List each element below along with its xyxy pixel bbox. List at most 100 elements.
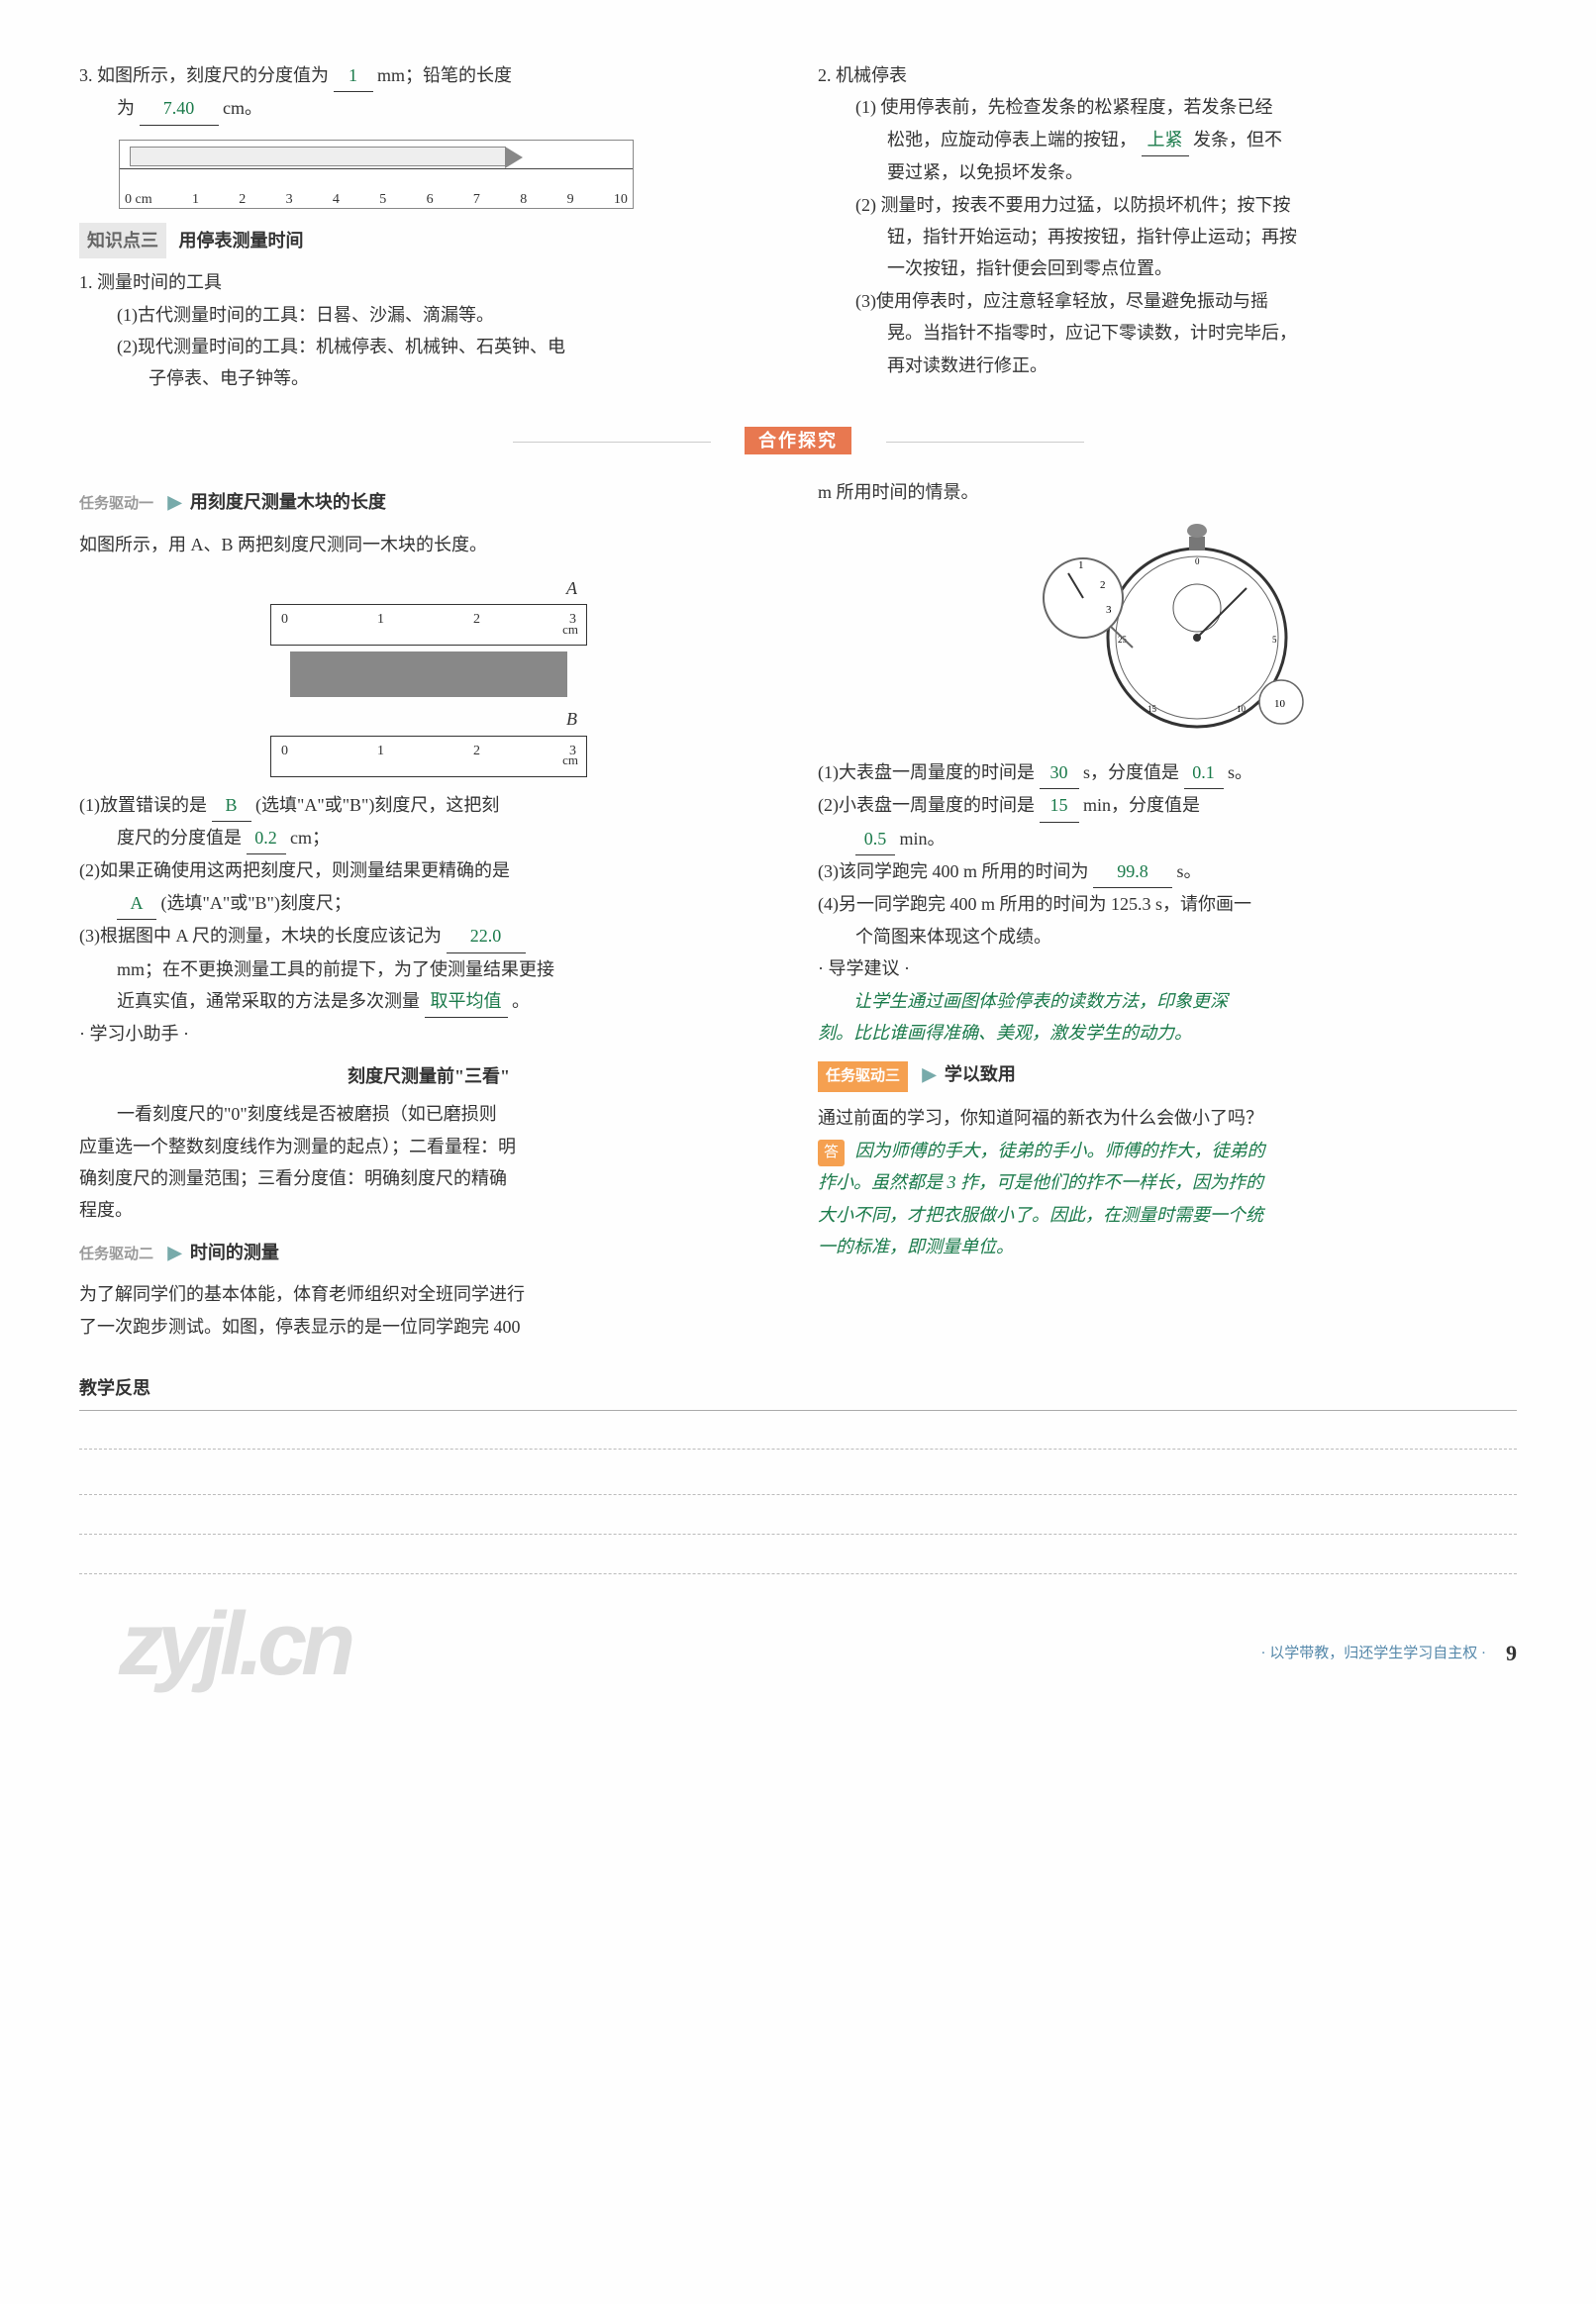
t1q1c: 度尺的分度值是: [117, 828, 242, 848]
q3-text-b: 为: [117, 98, 135, 118]
t2-a2b: 0.5: [855, 823, 895, 855]
ra-n: 0: [281, 607, 288, 632]
t2-q3: (3)该同学跑完 400 m 所用的时间为 99.8 s。: [818, 855, 1517, 888]
q3-answer-2: 7.40: [140, 92, 219, 125]
t2-p3: m 所用时间的情景。: [818, 476, 1517, 508]
t2q2c: min。: [900, 829, 946, 849]
kp3-l1b2: 子停表、电子钟等。: [79, 362, 778, 394]
arrow-icon: ▶: [168, 1243, 182, 1262]
t2q1a: (1)大表盘一周量度的时间是: [818, 762, 1035, 782]
q3-unit-2: cm。: [223, 98, 262, 118]
t1q1d: cm；: [290, 828, 330, 848]
svg-text:10: 10: [1237, 704, 1247, 714]
kp3-l1a: (1)古代测量时间的工具：日晷、沙漏、滴漏等。: [79, 299, 778, 331]
rb-n: 2: [473, 739, 480, 763]
t1q1a: (1)放置错误的是: [79, 795, 207, 815]
task3-title: 学以致用: [945, 1064, 1016, 1084]
task3-label: 任务驱动三: [818, 1061, 908, 1092]
t2-p2: 了一次跑步测试。如图，停表显示的是一位同学跑完 400: [79, 1311, 778, 1343]
helper-p2: 应重选一个整数刻度线作为测量的起点）；二看量程：明: [79, 1131, 778, 1162]
ruler-num: 1: [192, 187, 199, 226]
kp3-title: 用停表测量时间: [179, 231, 304, 250]
t1-q2b-line: A (选填"A"或"B")刻度尺；: [79, 887, 778, 920]
t2q2b: min，分度值是: [1083, 795, 1200, 815]
t1q3c: 近真实值，通常采取的方法是多次测量: [117, 991, 420, 1011]
ruler-b-label: B: [270, 703, 587, 735]
helper-p4: 程度。: [79, 1194, 778, 1226]
reflection-line: [79, 1455, 1517, 1495]
t2-a2: 15: [1040, 789, 1079, 822]
helper-p3: 确刻度尺的测量范围；三看分度值：明确刻度尺的精确: [79, 1162, 778, 1194]
mech-p2a: (2) 测量时，按表不要用力过猛，以防损坏机件；按下按: [818, 189, 1517, 221]
t3-ans1-line: 答 因为师傅的手大，徒弟的手小。师傅的拃大，徒弟的: [818, 1135, 1517, 1166]
t2-a1: 30: [1040, 756, 1079, 789]
t3-ans4: 一的标准，即测量单位。: [818, 1231, 1517, 1262]
reflection-label: 教学反思: [79, 1378, 150, 1398]
suggest-1: 让学生通过画图体验停表的读数方法，印象更深: [818, 985, 1517, 1017]
t2-q1: (1)大表盘一周量度的时间是 30 s，分度值是 0.1 s。: [818, 756, 1517, 789]
ra-n: 1: [377, 607, 384, 632]
mech-p3a: (3)使用停表时，应注意轻拿轻放，尽量避免振动与摇: [818, 285, 1517, 317]
svg-text:1: 1: [1078, 559, 1084, 571]
ruler-a-label: A: [270, 572, 587, 604]
t1-a1b: 0.2: [247, 822, 286, 854]
reflection-line: [79, 1410, 1517, 1450]
mech-p1b: 松弛，应旋动停表上端的按钮， 上紧 发条，但不: [818, 124, 1517, 156]
q3-line2: 为 7.40 cm。: [79, 92, 778, 125]
t2-a3: 99.8: [1093, 855, 1172, 888]
block-ruler-figure: A 0 1 2 3 cm B 0 1 2: [270, 572, 587, 777]
t1-q1: (1)放置错误的是 B (选填"A"或"B")刻度尺，这把刻: [79, 789, 778, 822]
stopwatch-figure: 0 5 10 15 25 1 2 3 10: [818, 519, 1517, 747]
t2-p1: 为了解同学们的基本体能，体育老师组织对全班同学进行: [79, 1278, 778, 1310]
t1q2b: (选填"A"或"B")刻度尺；: [161, 893, 351, 913]
t2q2a: (2)小表盘一周量度的时间是: [818, 795, 1035, 815]
t3-q: 通过前面的学习，你知道阿福的新衣为什么会做小了吗？: [818, 1102, 1517, 1134]
task1-label: 任务驱动一: [79, 491, 153, 518]
watermark-text: zyjl.cn: [119, 1564, 349, 1725]
section-banner: 合作探究: [79, 425, 1517, 456]
ruler-num: 6: [427, 187, 434, 226]
mech-p1a-t: (1) 使用停表前，先检查发条的松紧程度，若发条已经: [855, 97, 1273, 117]
ruler-num: 9: [567, 187, 574, 226]
mech-p1a: (1) 使用停表前，先检查发条的松紧程度，若发条已经: [818, 91, 1517, 123]
q3-unit-1: mm；铅笔的长度: [377, 65, 512, 85]
stopwatch-svg: 0 5 10 15 25 1 2 3 10: [1029, 519, 1306, 737]
rb-unit: cm: [562, 749, 578, 771]
arrow-icon: ▶: [923, 1064, 937, 1084]
q3-text-a: 3. 如图所示，刻度尺的分度值为: [79, 65, 329, 85]
t2q3a: (3)该同学跑完 400 m 所用的时间为: [818, 861, 1089, 881]
t1q1b: (选填"A"或"B")刻度尺，这把刻: [255, 795, 499, 815]
task3-heading: 任务驱动三 ▶ 学以致用: [818, 1058, 1517, 1092]
ruler-num: 10: [614, 187, 628, 226]
kp3-l1b: (2)现代测量时间的工具：机械停表、机械钟、石英钟、电: [79, 331, 778, 362]
kp3-label: 知识点三: [79, 223, 166, 258]
t3-ans3: 大小不同，才把衣服做小了。因此，在测量时需要一个统: [818, 1199, 1517, 1231]
ruler-a: 0 1 2 3 cm: [270, 604, 587, 646]
rb-n: 1: [377, 739, 384, 763]
t1-q3b: mm；在不更换测量工具的前提下，为了使测量结果更接: [79, 953, 778, 985]
ruler-num: 7: [473, 187, 480, 226]
watermark-area: zyjl.cn: [79, 1574, 1517, 1693]
svg-text:15: 15: [1147, 704, 1157, 714]
t1-q1c-line: 度尺的分度值是 0.2 cm；: [79, 822, 778, 854]
task1-intro: 如图所示，用 A、B 两把刻度尺测同一木块的长度。: [79, 529, 778, 560]
t1-q2a: (2)如果正确使用这两把刻度尺，则测量结果更精确的是: [79, 854, 778, 886]
kp3-l1: 1. 测量时间的工具: [79, 266, 778, 298]
mech-p1c-t: 发条，但不: [1193, 130, 1282, 150]
task2-label: 任务驱动二: [79, 1242, 153, 1268]
ruler-num: 3: [286, 187, 293, 226]
task2-title: 时间的测量: [190, 1243, 279, 1262]
helper-label: · 学习小助手 ·: [79, 1018, 778, 1050]
answer-label: 答: [818, 1140, 845, 1166]
ruler-num: 5: [379, 187, 386, 226]
rb-n: 0: [281, 739, 288, 763]
helper-title: 刻度尺测量前"三看": [79, 1060, 778, 1092]
mech-p2b: 钮，指针开始运动；再按按钮，指针停止运动；再按: [818, 221, 1517, 252]
mech-p1b-t: 松弛，应旋动停表上端的按钮，: [887, 130, 1137, 150]
t2-q4a: (4)另一同学跑完 400 m 所用的时间为 125.3 s，请你画一: [818, 888, 1517, 920]
t2q3b: s。: [1177, 861, 1202, 881]
t1-q3c-line: 近真实值，通常采取的方法是多次测量 取平均值 。: [79, 985, 778, 1018]
suggest-label: · 导学建议 ·: [818, 952, 1517, 984]
arrow-icon: ▶: [168, 492, 182, 512]
t2q1c: s。: [1228, 762, 1252, 782]
